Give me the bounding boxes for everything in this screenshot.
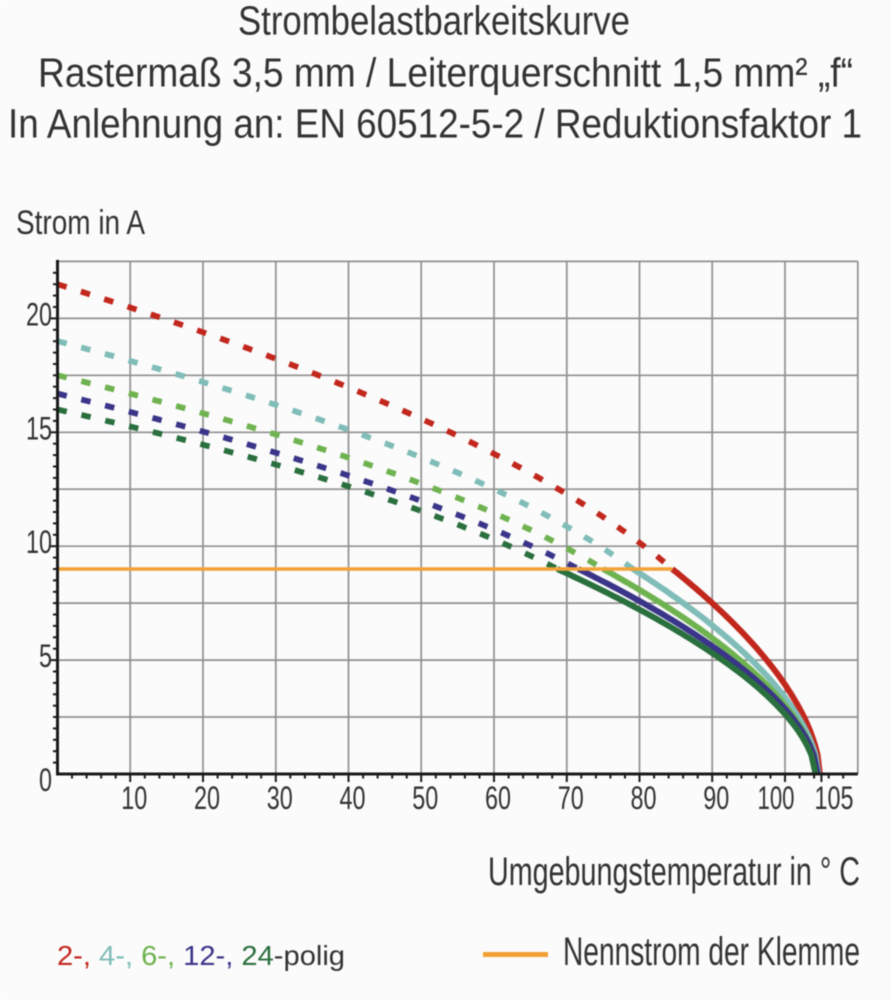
svg-text:15: 15	[26, 410, 52, 446]
svg-text:10: 10	[26, 524, 52, 560]
svg-text:0: 0	[39, 762, 52, 798]
svg-text:10: 10	[121, 780, 147, 816]
svg-text:100: 100	[758, 780, 795, 816]
svg-text:Strom in A: Strom in A	[16, 204, 145, 242]
svg-text:5: 5	[39, 638, 52, 674]
svg-text:Strombelastbarkeitskurve: Strombelastbarkeitskurve	[238, 0, 630, 44]
svg-text:In Anlehnung an: EN 60512-5-2: In Anlehnung an: EN 60512-5-2 / Reduktio…	[8, 101, 862, 147]
svg-text:20: 20	[194, 780, 220, 816]
svg-text:40: 40	[340, 780, 366, 816]
svg-text:20: 20	[26, 296, 52, 332]
svg-text:60: 60	[485, 780, 511, 816]
svg-text:Nennstrom der Klemme: Nennstrom der Klemme	[563, 930, 860, 974]
svg-text:50: 50	[412, 780, 438, 816]
svg-text:Rastermaß 3,5 mm / Leiterquers: Rastermaß 3,5 mm / Leiterquerschnitt 1,5…	[38, 50, 853, 96]
svg-text:Umgebungstemperatur in ° C: Umgebungstemperatur in ° C	[488, 850, 860, 894]
svg-text:90: 90	[703, 780, 729, 816]
svg-text:30: 30	[267, 780, 293, 816]
svg-text:2-, 4-, 6-, 12-, 24-polig: 2-, 4-, 6-, 12-, 24-polig	[57, 940, 345, 971]
svg-text:105: 105	[815, 780, 854, 816]
svg-text:80: 80	[631, 780, 657, 816]
svg-text:70: 70	[558, 780, 584, 816]
